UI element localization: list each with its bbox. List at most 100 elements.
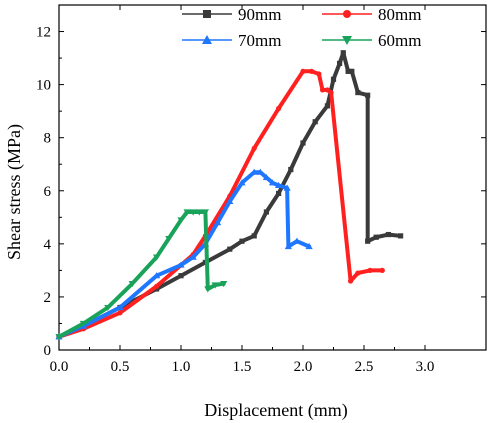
y-tick-label: 4 [44, 237, 52, 253]
data-point-80mm [300, 68, 306, 74]
data-point-70mm [153, 272, 161, 279]
data-point-60mm [195, 209, 203, 216]
x-tick-label: 2.0 [294, 359, 313, 375]
data-point-90mm [178, 273, 184, 279]
data-point-90mm [276, 190, 282, 197]
series-line-80mm [57, 69, 385, 339]
legend-label: 80mm [378, 5, 421, 24]
data-point-60mm [104, 304, 112, 312]
legend-entry-90mm: 90mm [182, 5, 281, 24]
y-axis-label: Shear stress (MPa) [4, 124, 25, 260]
data-point-60mm [79, 320, 87, 328]
series-line-70mm [57, 170, 312, 339]
legend-marker [203, 10, 211, 18]
data-point-90mm [239, 238, 245, 244]
data-point-70mm [305, 242, 313, 250]
data-point-80mm [319, 87, 326, 93]
data-point-70mm [226, 197, 234, 204]
data-point-60mm [211, 282, 219, 289]
legend-marker [343, 10, 351, 18]
data-point-90mm [227, 246, 233, 252]
data-point-70mm [250, 168, 258, 175]
data-point-90mm [385, 231, 391, 238]
y-tick-label: 6 [44, 184, 52, 200]
data-point-90mm [340, 50, 346, 56]
data-point-80mm [251, 145, 257, 151]
data-point-80mm [379, 267, 385, 273]
y-tick-label: 12 [36, 25, 51, 41]
data-point-90mm [337, 60, 343, 66]
data-point-70mm [214, 219, 222, 226]
data-point-90mm [349, 68, 355, 74]
data-point-90mm [288, 166, 294, 173]
data-point-70mm [177, 261, 185, 268]
data-point-90mm [398, 233, 404, 239]
y-tick-label: 10 [36, 78, 51, 94]
data-point-70mm [262, 173, 270, 181]
series-60mm [55, 209, 228, 341]
series-70mm [55, 168, 313, 340]
data-point-90mm [330, 76, 337, 82]
data-point-80mm [308, 68, 315, 74]
data-point-70mm [238, 179, 246, 186]
data-point-70mm [275, 181, 283, 189]
data-point-60mm [177, 217, 185, 224]
data-point-60mm [204, 286, 212, 293]
data-point-90mm [365, 92, 371, 98]
data-point-60mm [220, 281, 228, 288]
data-point-90mm [300, 140, 306, 146]
data-point-70mm [256, 168, 264, 175]
legend-marker [342, 36, 352, 45]
data-point-60mm [153, 254, 161, 261]
x-tick-label: 1.5 [233, 359, 252, 375]
data-point-60mm [165, 235, 173, 243]
y-tick-label: 8 [44, 131, 52, 147]
data-point-70mm [189, 253, 197, 260]
data-point-80mm [316, 71, 322, 77]
legend-marker [202, 35, 212, 44]
legend-label: 90mm [238, 5, 281, 24]
x-tick-label: 0.0 [50, 359, 69, 375]
legend-entry-60mm: 60mm [322, 31, 421, 50]
series-80mm [56, 68, 385, 340]
data-point-90mm [324, 103, 330, 109]
x-axis-label: Displacement (mm) [204, 400, 347, 421]
data-point-90mm [251, 233, 257, 239]
series-layer [55, 50, 404, 341]
axes: 0.0 0.5 1.0 1.5 2.0 2.5 3.0 0 2 4 6 8 10 12 [36, 4, 487, 375]
data-point-70mm [283, 184, 291, 191]
legend-entry-70mm: 70mm [182, 31, 281, 50]
legend-label: 60mm [378, 31, 421, 50]
plot-frame [58, 4, 487, 351]
data-point-90mm [355, 89, 361, 96]
y-tick-label: 0 [44, 343, 52, 359]
data-point-70mm [284, 242, 292, 250]
data-point-60mm [183, 209, 191, 216]
data-point-70mm [268, 179, 277, 186]
data-point-60mm [55, 334, 63, 341]
legend-label: 70mm [238, 31, 281, 50]
y-tick-label: 2 [44, 290, 52, 306]
data-point-80mm [328, 89, 334, 96]
data-point-80mm [347, 278, 354, 284]
data-point-60mm [189, 209, 197, 216]
data-point-80mm [117, 310, 123, 316]
data-point-60mm [201, 209, 209, 216]
legend: 90mm 80mm 70mm 60mm [182, 5, 421, 50]
data-point-90mm [263, 209, 269, 215]
data-point-90mm [312, 119, 318, 125]
x-tick-label: 3.0 [416, 359, 435, 375]
x-tick-label: 1.0 [172, 359, 191, 375]
data-point-70mm [116, 303, 124, 311]
data-point-80mm [154, 283, 160, 289]
data-point-80mm [324, 87, 330, 93]
x-tick-label: 0.5 [111, 359, 130, 375]
x-tick-label: 2.5 [355, 359, 374, 375]
data-point-90mm [154, 286, 160, 292]
data-point-90mm [345, 68, 351, 74]
data-point-70mm [293, 237, 301, 244]
data-point-80mm [367, 267, 373, 273]
data-point-80mm [355, 270, 361, 276]
data-point-90mm [365, 238, 371, 244]
